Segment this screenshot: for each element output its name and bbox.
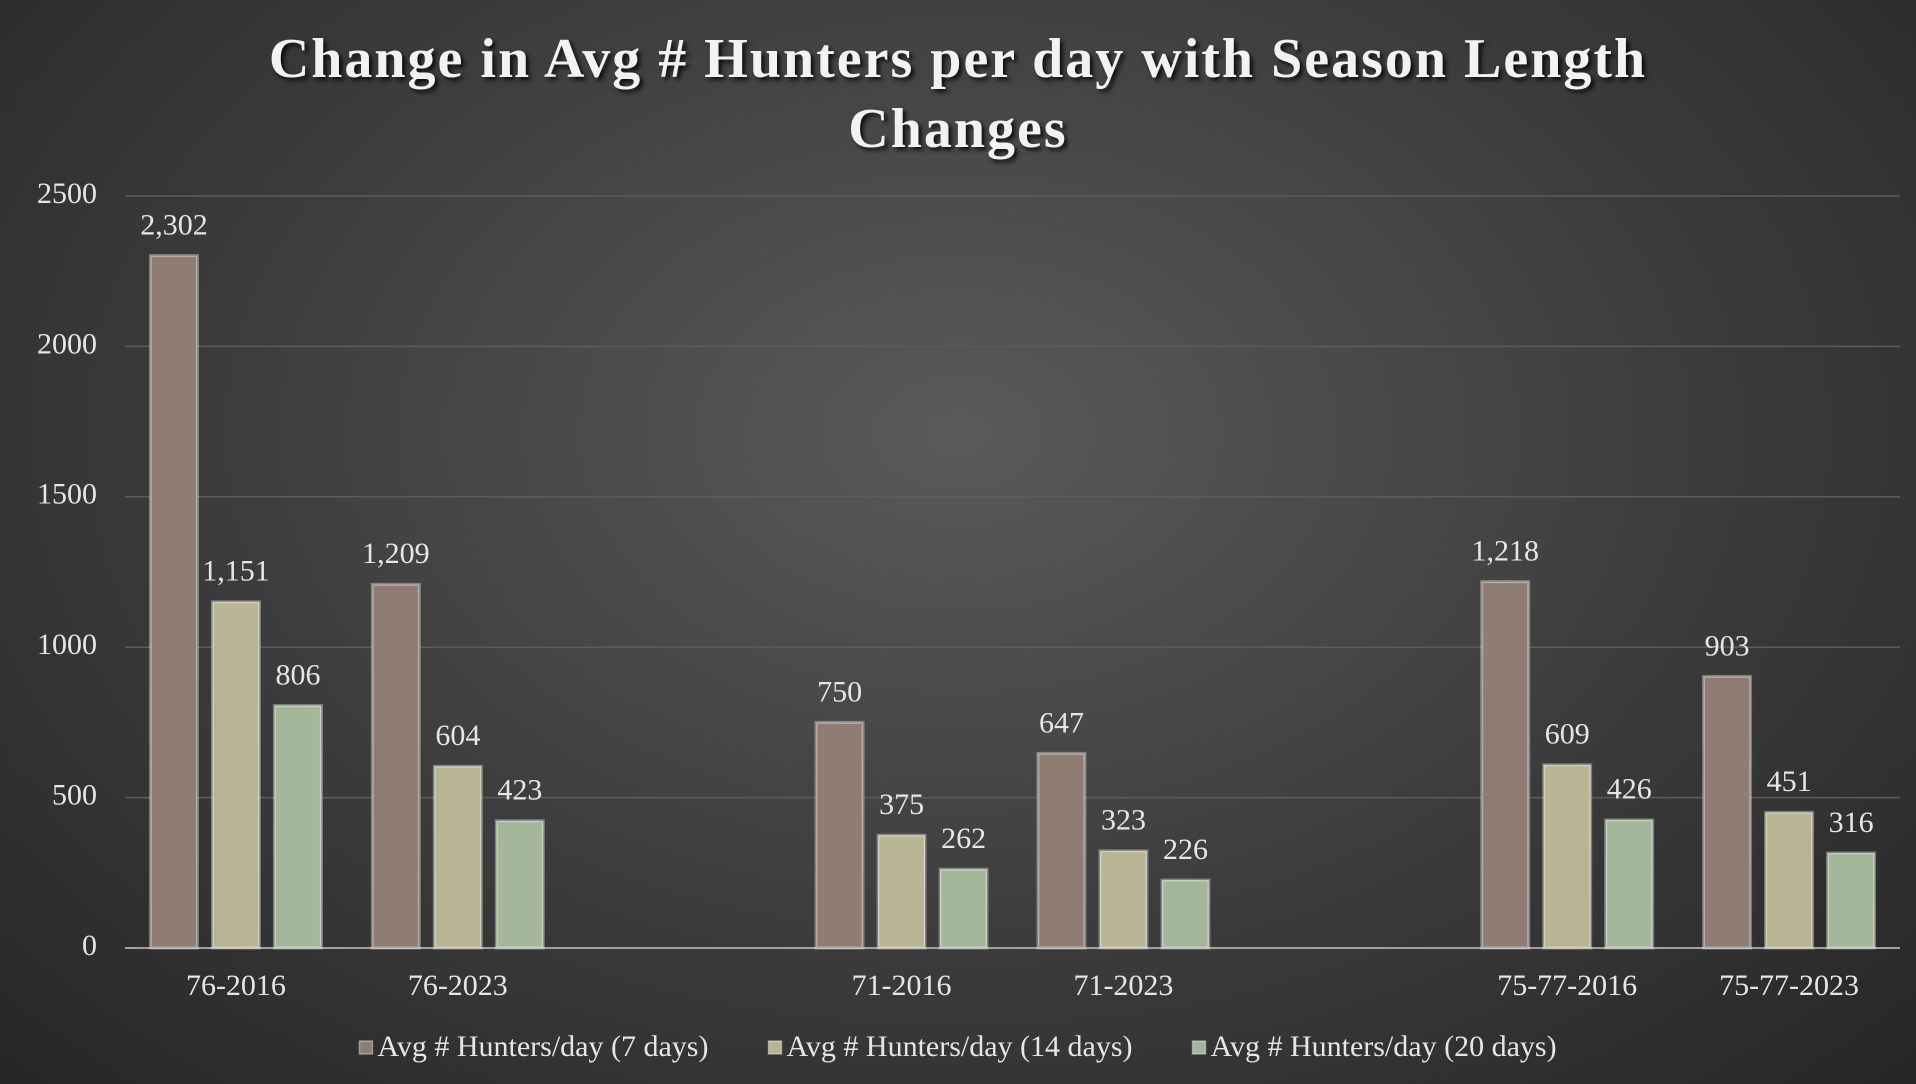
value-label: 375 — [879, 788, 924, 821]
value-label: 750 — [817, 675, 862, 708]
legend-label: Avg # Hunters/day (7 days) — [377, 1030, 708, 1063]
value-label: 806 — [275, 658, 320, 691]
value-label: 316 — [1829, 806, 1874, 839]
bar — [432, 764, 483, 950]
bar — [1764, 810, 1815, 950]
x-tick-label: 75-77-2016 — [1497, 969, 1637, 1002]
bar — [1702, 674, 1753, 950]
y-tick-label: 1000 — [37, 628, 97, 661]
legend-label: Avg # Hunters/day (14 days) — [786, 1030, 1132, 1063]
bar — [148, 254, 199, 950]
value-label: 1,218 — [1471, 535, 1539, 568]
bar — [876, 833, 927, 950]
bar — [1480, 580, 1531, 950]
bar — [1542, 763, 1593, 950]
chart-title: Change in Avg # Hunters per day with Sea… — [268, 28, 1648, 160]
value-label: 609 — [1545, 718, 1590, 751]
value-label: 2,302 — [140, 208, 208, 241]
value-label: 426 — [1607, 773, 1652, 806]
bar — [272, 704, 323, 950]
legend-marker — [767, 1040, 783, 1055]
bar — [210, 600, 261, 950]
y-tick-label: 0 — [82, 929, 97, 962]
bar — [938, 867, 989, 950]
value-label: 323 — [1101, 804, 1146, 837]
x-tick-label: 71-2016 — [852, 969, 952, 1002]
legend-marker — [358, 1040, 374, 1055]
value-label: 1,209 — [362, 537, 430, 570]
value-label: 423 — [497, 774, 542, 807]
bar — [814, 720, 865, 950]
value-label: 451 — [1767, 765, 1812, 798]
x-tick-label: 76-2023 — [408, 969, 508, 1002]
value-label: 1,151 — [202, 555, 270, 588]
bar — [1098, 849, 1149, 950]
x-tick-label: 75-77-2023 — [1719, 969, 1859, 1002]
value-label: 903 — [1705, 629, 1750, 662]
x-tick-label: 76-2016 — [186, 969, 286, 1002]
bar — [1036, 751, 1087, 950]
bar — [1826, 851, 1877, 950]
bar — [1604, 818, 1655, 950]
bar — [370, 582, 421, 950]
value-label: 226 — [1163, 833, 1208, 866]
y-tick-label: 2500 — [37, 177, 97, 210]
value-label: 647 — [1039, 706, 1084, 739]
y-tick-label: 500 — [52, 778, 97, 811]
bar — [494, 819, 545, 950]
legend-marker — [1191, 1040, 1207, 1055]
legend-label: Avg # Hunters/day (20 days) — [1211, 1030, 1557, 1063]
bar — [1160, 878, 1211, 950]
x-tick-label: 71-2023 — [1073, 969, 1173, 1002]
value-label: 262 — [941, 822, 986, 855]
value-label: 604 — [435, 719, 480, 752]
y-tick-label: 2000 — [37, 327, 97, 360]
y-tick-label: 1500 — [37, 478, 97, 511]
